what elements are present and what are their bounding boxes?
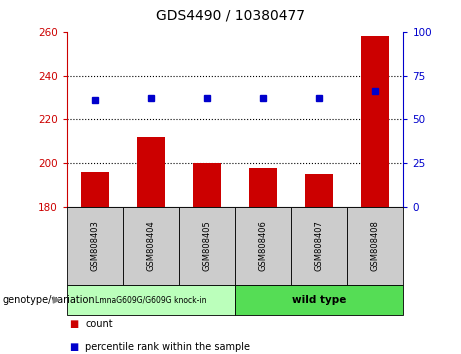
Text: ■: ■ (69, 319, 78, 329)
Bar (81, 172, 109, 207)
Bar (193, 163, 221, 207)
Text: wild type: wild type (292, 295, 346, 305)
Bar (137, 137, 165, 207)
Text: GSM808403: GSM808403 (90, 221, 100, 272)
Bar (361, 36, 390, 207)
Bar (249, 168, 277, 207)
Text: GSM808404: GSM808404 (147, 221, 155, 272)
Text: count: count (85, 319, 113, 329)
Bar (305, 174, 333, 207)
Text: ■: ■ (69, 342, 78, 352)
Text: GSM808408: GSM808408 (371, 221, 380, 272)
Text: GSM808406: GSM808406 (259, 221, 268, 272)
Text: genotype/variation: genotype/variation (2, 295, 95, 305)
Text: GDS4490 / 10380477: GDS4490 / 10380477 (156, 9, 305, 23)
Text: GSM808407: GSM808407 (315, 221, 324, 272)
Text: GSM808405: GSM808405 (202, 221, 212, 272)
Text: percentile rank within the sample: percentile rank within the sample (85, 342, 250, 352)
Text: LmnaG609G/G609G knock-in: LmnaG609G/G609G knock-in (95, 296, 207, 304)
